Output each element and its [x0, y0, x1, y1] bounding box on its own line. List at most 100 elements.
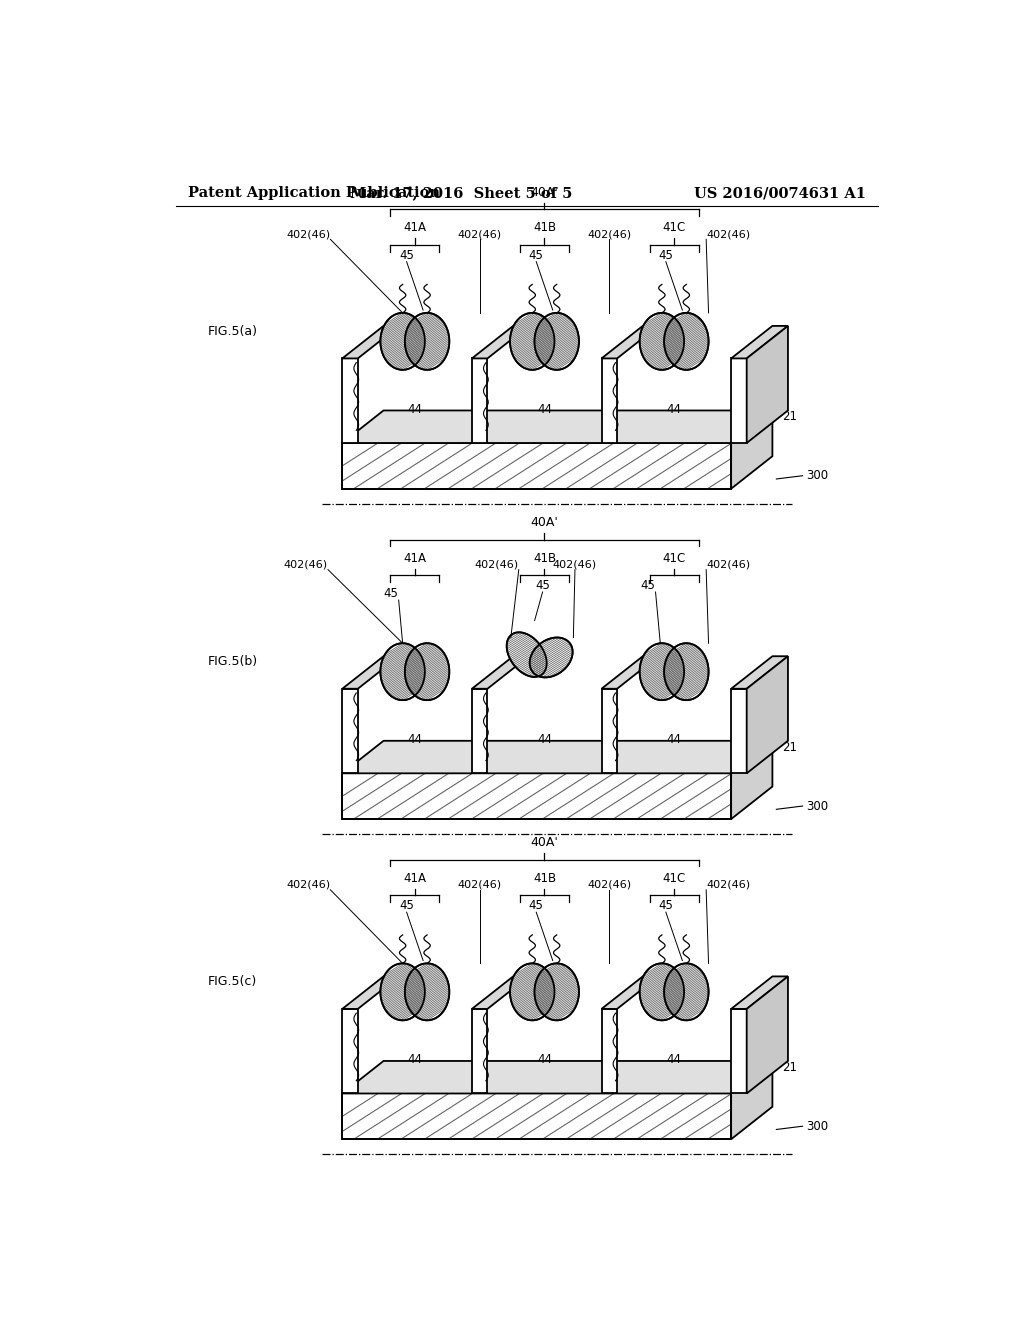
Text: 402(46): 402(46)	[707, 560, 751, 570]
Text: 300: 300	[806, 1119, 827, 1133]
Polygon shape	[601, 326, 658, 359]
Text: 45: 45	[528, 899, 544, 912]
Polygon shape	[746, 977, 787, 1093]
Text: 40A': 40A'	[530, 836, 558, 849]
Text: Patent Application Publication: Patent Application Publication	[187, 186, 439, 201]
Polygon shape	[731, 656, 787, 689]
Text: 21: 21	[782, 1061, 797, 1074]
Polygon shape	[640, 313, 684, 370]
Text: 41A: 41A	[403, 552, 426, 565]
Polygon shape	[665, 643, 709, 700]
Polygon shape	[381, 643, 425, 700]
Text: 41B: 41B	[532, 871, 556, 884]
Polygon shape	[731, 977, 787, 1008]
Text: 402(46): 402(46)	[707, 230, 751, 239]
Text: FIG.5(b): FIG.5(b)	[207, 655, 257, 668]
Polygon shape	[472, 689, 487, 774]
Text: 40A': 40A'	[530, 186, 558, 198]
Text: 44: 44	[667, 733, 682, 746]
Text: 44: 44	[537, 733, 552, 746]
Polygon shape	[510, 313, 554, 370]
Text: FIG.5(a): FIG.5(a)	[207, 325, 257, 338]
Polygon shape	[472, 359, 487, 444]
Polygon shape	[731, 741, 772, 818]
Text: 41A: 41A	[403, 222, 426, 234]
Text: 300: 300	[806, 469, 827, 482]
Text: 44: 44	[408, 403, 422, 416]
Text: 402(46): 402(46)	[553, 560, 597, 570]
Text: 41C: 41C	[663, 871, 686, 884]
Text: 45: 45	[658, 899, 674, 912]
Polygon shape	[342, 326, 399, 359]
Text: 44: 44	[667, 403, 682, 416]
Text: 41A: 41A	[403, 871, 426, 884]
Polygon shape	[472, 326, 528, 359]
Text: 44: 44	[537, 403, 552, 416]
Text: 41C: 41C	[663, 552, 686, 565]
Text: 402(46): 402(46)	[458, 230, 502, 239]
Polygon shape	[640, 964, 684, 1020]
Polygon shape	[342, 444, 731, 488]
Polygon shape	[404, 964, 450, 1020]
Text: 402(46): 402(46)	[284, 560, 328, 570]
Text: 21: 21	[782, 741, 797, 754]
Text: 402(46): 402(46)	[587, 880, 632, 890]
Polygon shape	[342, 774, 731, 818]
Polygon shape	[601, 656, 658, 689]
Polygon shape	[731, 689, 746, 774]
Polygon shape	[665, 964, 709, 1020]
Polygon shape	[404, 643, 450, 700]
Polygon shape	[381, 964, 425, 1020]
Text: 45: 45	[536, 579, 550, 591]
Polygon shape	[746, 326, 787, 444]
Polygon shape	[665, 313, 709, 370]
Text: 300: 300	[806, 800, 827, 813]
Polygon shape	[342, 1061, 772, 1093]
Polygon shape	[507, 632, 547, 677]
Text: 45: 45	[399, 899, 414, 912]
Polygon shape	[381, 313, 425, 370]
Polygon shape	[601, 977, 658, 1008]
Polygon shape	[510, 964, 554, 1020]
Polygon shape	[535, 313, 579, 370]
Polygon shape	[601, 689, 617, 774]
Polygon shape	[342, 689, 357, 774]
Polygon shape	[535, 964, 579, 1020]
Text: FIG.5(c): FIG.5(c)	[207, 975, 257, 989]
Polygon shape	[342, 1008, 357, 1093]
Polygon shape	[731, 359, 746, 444]
Text: 402(46): 402(46)	[458, 880, 502, 890]
Text: 45: 45	[399, 248, 414, 261]
Text: 402(46): 402(46)	[475, 560, 519, 570]
Text: US 2016/0074631 A1: US 2016/0074631 A1	[694, 186, 866, 201]
Text: 41B: 41B	[532, 222, 556, 234]
Text: 45: 45	[384, 587, 398, 601]
Polygon shape	[731, 411, 772, 488]
Text: Mar. 17, 2016  Sheet 5 of 5: Mar. 17, 2016 Sheet 5 of 5	[350, 186, 572, 201]
Text: 21: 21	[782, 411, 797, 424]
Polygon shape	[472, 1008, 487, 1093]
Polygon shape	[529, 638, 572, 677]
Text: 40A': 40A'	[530, 516, 558, 529]
Text: 45: 45	[528, 248, 544, 261]
Polygon shape	[640, 643, 684, 700]
Polygon shape	[342, 977, 399, 1008]
Text: 44: 44	[408, 1053, 422, 1067]
Text: 41B: 41B	[532, 552, 556, 565]
Text: 44: 44	[537, 1053, 552, 1067]
Text: 402(46): 402(46)	[287, 230, 331, 239]
Polygon shape	[746, 656, 787, 774]
Polygon shape	[472, 977, 528, 1008]
Polygon shape	[601, 359, 617, 444]
Polygon shape	[404, 313, 450, 370]
Polygon shape	[342, 359, 357, 444]
Polygon shape	[601, 1008, 617, 1093]
Text: 44: 44	[408, 733, 422, 746]
Polygon shape	[731, 1008, 746, 1093]
Polygon shape	[342, 411, 772, 444]
Polygon shape	[731, 1061, 772, 1139]
Text: 41C: 41C	[663, 222, 686, 234]
Polygon shape	[342, 741, 772, 774]
Polygon shape	[342, 1093, 731, 1139]
Polygon shape	[731, 326, 787, 359]
